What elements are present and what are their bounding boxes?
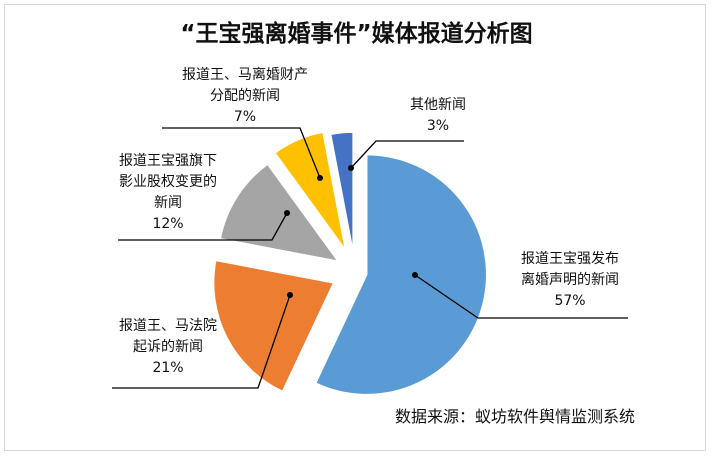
slice-value-label-4: 7% [234, 109, 256, 125]
leader-dot-2 [287, 292, 293, 298]
slice-category-label-3: 影业股权变更的 [119, 174, 217, 190]
slice-value-label-1: 57% [554, 293, 585, 309]
leader-dot-4 [317, 175, 323, 181]
slice-category-label-1: 离婚声明的新闻 [521, 271, 619, 288]
slice-category-label-3: 新闻 [154, 195, 182, 211]
leader-dot-5 [348, 165, 354, 171]
data-source-note: 数据来源：蚁坊软件舆情监测系统 [395, 407, 636, 426]
slice-value-label-2: 21% [152, 360, 183, 376]
pie-slice-2 [212, 259, 335, 393]
pie-slice-1 [314, 153, 488, 396]
leader-line-5 [350, 140, 464, 169]
leader-line-2 [112, 294, 291, 389]
leader-line-4 [162, 127, 321, 179]
slice-category-label-2: 报道王、马法院 [119, 318, 217, 334]
pie-slice-3 [219, 163, 340, 263]
slice-category-label-3: 报道王宝强旗下 [119, 153, 217, 169]
slice-value-label-3: 12% [152, 216, 183, 232]
slice-category-label-4: 报道王、马离婚财产 [182, 66, 308, 83]
slice-category-label-5: 其他新闻 [410, 97, 466, 113]
chart-title: “王宝强离婚事件”媒体报道分析图 [180, 21, 533, 47]
pie-slice-4 [273, 131, 347, 251]
slice-category-label-2: 起诉的新闻 [133, 339, 203, 355]
leader-line-3 [118, 212, 288, 241]
leader-dot-1 [412, 272, 418, 278]
slice-category-label-4: 分配的新闻 [210, 88, 280, 104]
leader-line-1 [414, 274, 628, 319]
leader-dot-3 [284, 210, 290, 216]
slice-value-label-5: 3% [427, 118, 449, 134]
pie-slice-5 [329, 131, 354, 253]
slice-category-label-1: 报道王宝强发布 [521, 251, 619, 267]
